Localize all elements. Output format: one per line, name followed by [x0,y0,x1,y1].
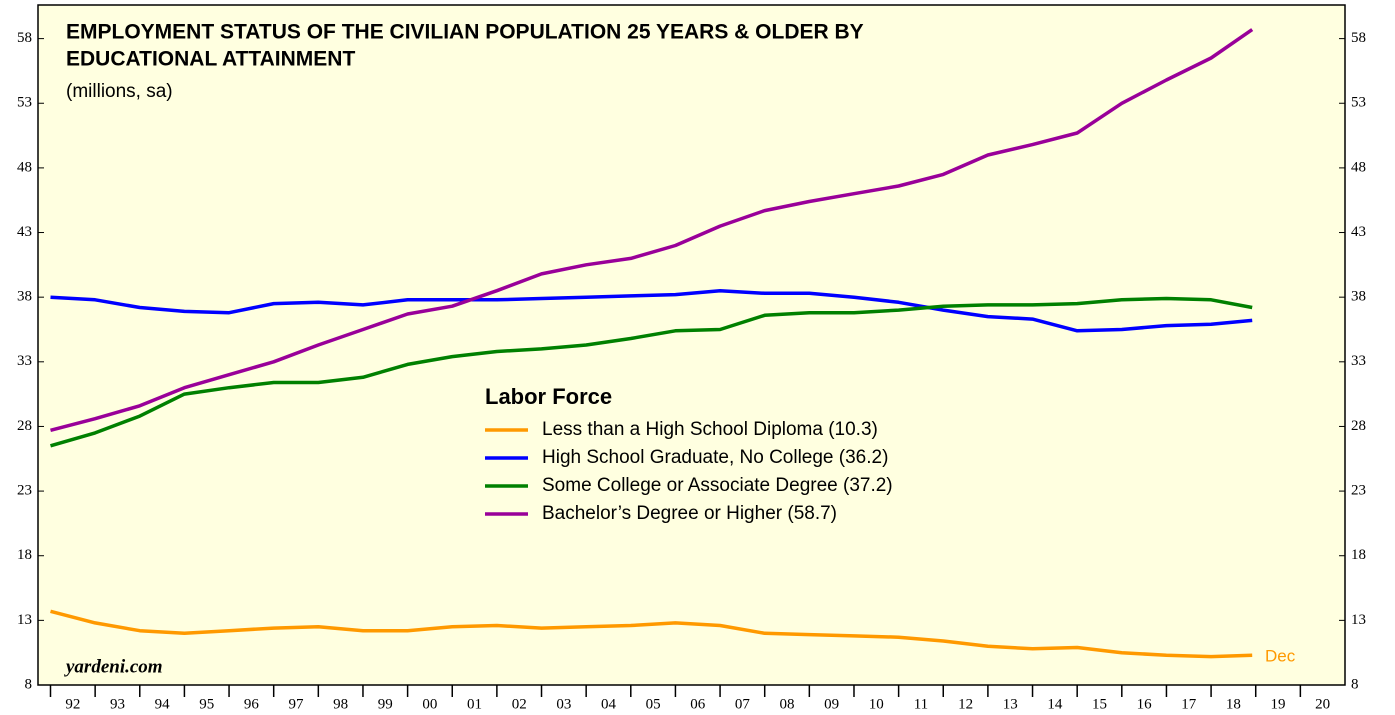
y2-tick-label: 43 [1351,224,1366,240]
y2-tick-label: 38 [1351,289,1366,305]
x-tick-label: 05 [646,696,661,712]
y2-tick-label: 18 [1351,547,1366,563]
y-tick-label: 33 [17,353,32,369]
x-tick-label: 04 [601,696,617,712]
y2-tick-label: 13 [1351,612,1366,628]
x-tick-label: 19 [1271,696,1286,712]
x-tick-label: 07 [735,696,751,712]
y-tick-label: 18 [17,547,32,563]
annotation: Dec [1265,646,1296,665]
series-line [50,609,1253,659]
x-tick-label: 12 [958,696,973,712]
y-tick-label: 23 [17,483,32,499]
chart-subtitle: (millions, sa) [66,81,173,102]
y2-tick-label: 23 [1351,483,1366,499]
x-tick-label: 08 [780,696,795,712]
legend-title: Labor Force [485,384,612,409]
y-tick-label: 53 [17,95,32,111]
x-tick-label: 00 [422,696,437,712]
series-line [50,288,1253,333]
y-tick-label: 43 [17,224,32,240]
legend-label: High School Graduate, No College (36.2) [542,447,888,468]
y-tick-label: 28 [17,418,32,434]
y-tick-label: 8 [25,676,33,692]
y2-tick-label: 8 [1351,676,1359,692]
y-tick-label: 48 [17,159,32,175]
y2-tick-label: 48 [1351,159,1366,175]
y-tick-label: 38 [17,289,32,305]
series-line [50,296,1253,448]
y-tick-label: 13 [17,612,32,628]
x-tick-label: 01 [467,696,482,712]
chart-title: EDUCATIONAL ATTAINMENT [66,48,355,71]
x-tick-label: 02 [512,696,527,712]
x-tick-label: 11 [914,696,928,712]
x-tick-label: 96 [244,696,260,712]
legend-label: Bachelor’s Degree or Higher (58.7) [542,503,837,524]
x-tick-label: 15 [1092,696,1107,712]
y2-tick-label: 58 [1351,30,1366,46]
x-tick-label: 03 [556,696,571,712]
y-tick-label: 58 [17,30,32,46]
x-tick-label: 09 [824,696,839,712]
x-tick-label: 99 [378,696,393,712]
chart-title: EMPLOYMENT STATUS OF THE CIVILIAN POPULA… [66,21,864,44]
x-tick-label: 94 [155,696,171,712]
x-tick-label: 14 [1047,696,1063,712]
x-tick-label: 18 [1226,696,1241,712]
legend-label: Some College or Associate Degree (37.2) [542,475,893,496]
annotation: yardeni.com [64,656,163,677]
x-tick-label: 17 [1181,696,1197,712]
x-tick-label: 16 [1137,696,1153,712]
x-tick-label: 93 [110,696,125,712]
legend-label: Less than a High School Diploma (10.3) [542,419,878,440]
y2-tick-label: 33 [1351,353,1366,369]
x-tick-label: 13 [1003,696,1018,712]
x-tick-label: 98 [333,696,348,712]
x-tick-label: 92 [65,696,80,712]
x-tick-label: 97 [289,696,305,712]
series-line [50,28,1254,432]
x-tick-label: 10 [869,696,884,712]
plot-area [37,4,1346,686]
x-tick-label: 95 [199,696,214,712]
x-tick-label: 20 [1315,696,1330,712]
y2-tick-label: 28 [1351,418,1366,434]
y2-tick-label: 53 [1351,95,1366,111]
x-tick-label: 06 [690,696,706,712]
